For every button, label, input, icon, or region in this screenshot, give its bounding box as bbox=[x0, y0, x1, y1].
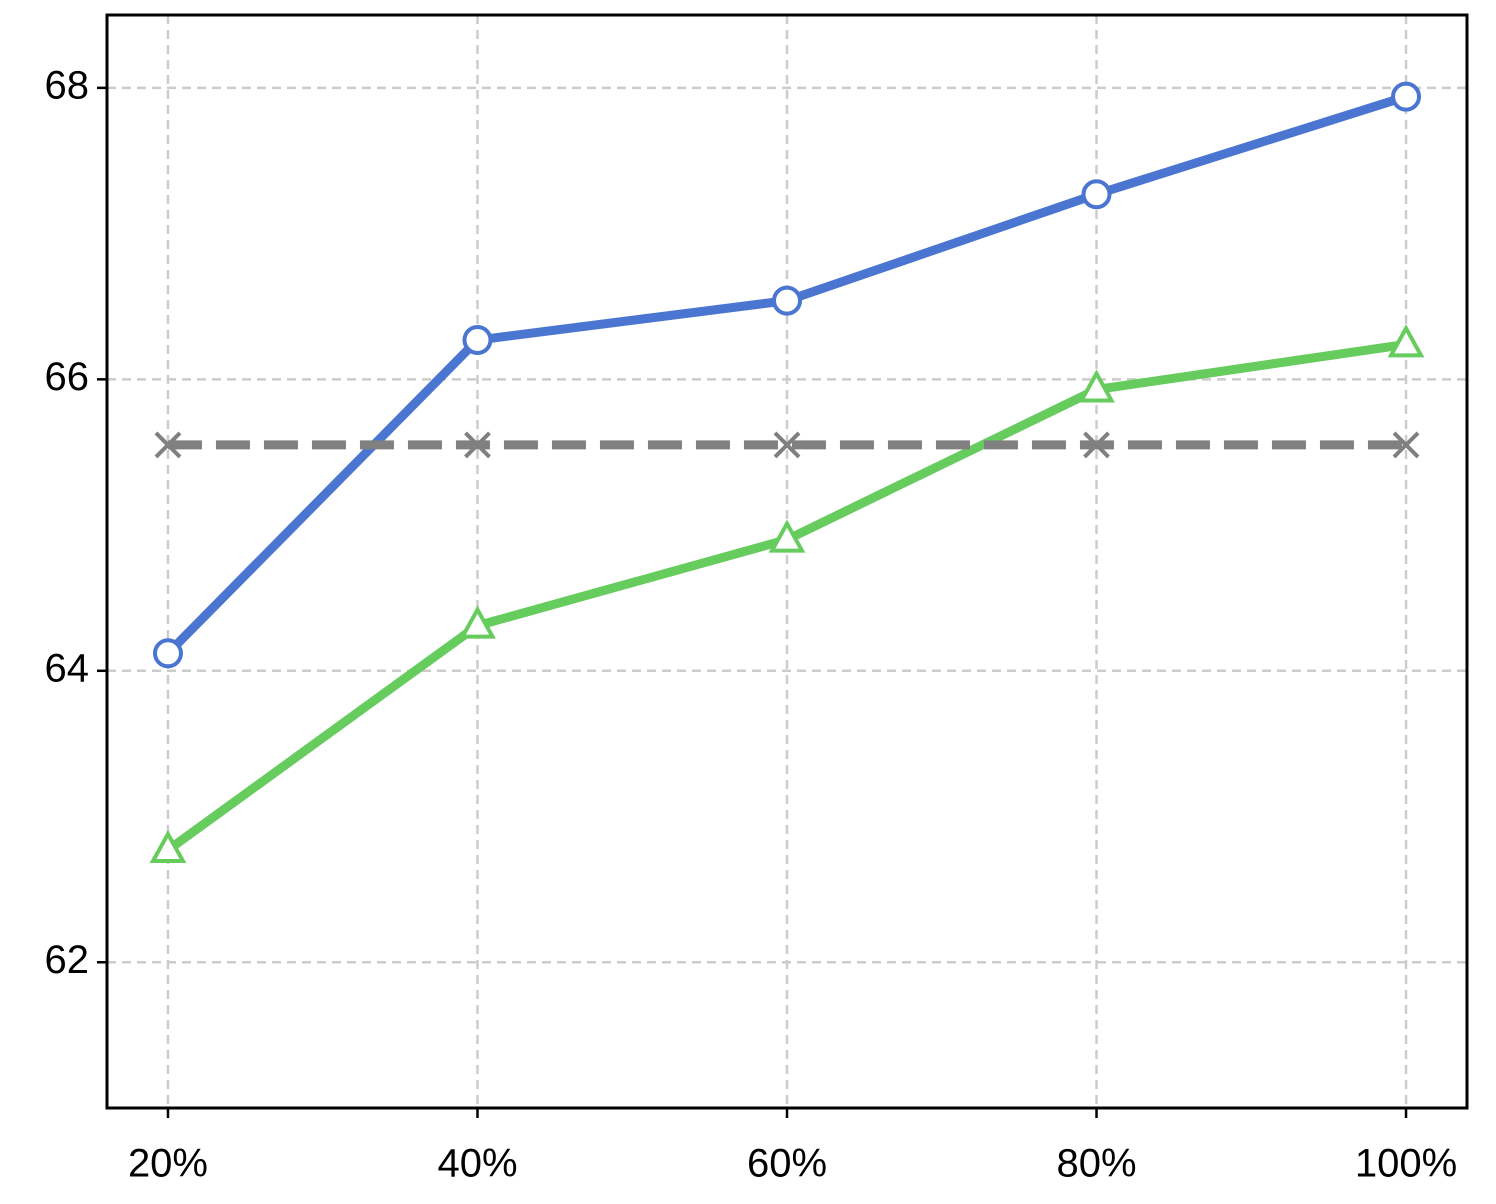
marker bbox=[773, 431, 801, 459]
marker bbox=[1081, 179, 1112, 210]
y-tick-label: 64 bbox=[45, 646, 90, 690]
y-tick-label: 68 bbox=[45, 63, 90, 107]
marker bbox=[768, 519, 806, 553]
marker bbox=[1078, 369, 1115, 403]
x-tick-label: 100% bbox=[1355, 1142, 1457, 1186]
y-tick-label: 66 bbox=[45, 355, 90, 399]
marker bbox=[459, 605, 496, 639]
marker bbox=[1083, 431, 1110, 459]
x-tick-label: 40% bbox=[437, 1142, 517, 1186]
marker bbox=[152, 638, 183, 669]
marker bbox=[1391, 81, 1422, 112]
x-tick-label: 60% bbox=[747, 1142, 827, 1186]
marker bbox=[462, 324, 493, 355]
plot-frame bbox=[105, 13, 1469, 1110]
marker bbox=[1392, 431, 1420, 459]
x-tick-label: 80% bbox=[1056, 1142, 1136, 1186]
marker bbox=[154, 431, 182, 459]
marker bbox=[464, 431, 491, 459]
x-tick-label: 20% bbox=[128, 1142, 208, 1186]
y-tick-label: 62 bbox=[45, 938, 90, 982]
marker bbox=[1387, 324, 1425, 358]
marker bbox=[149, 829, 187, 864]
marker bbox=[772, 285, 802, 316]
